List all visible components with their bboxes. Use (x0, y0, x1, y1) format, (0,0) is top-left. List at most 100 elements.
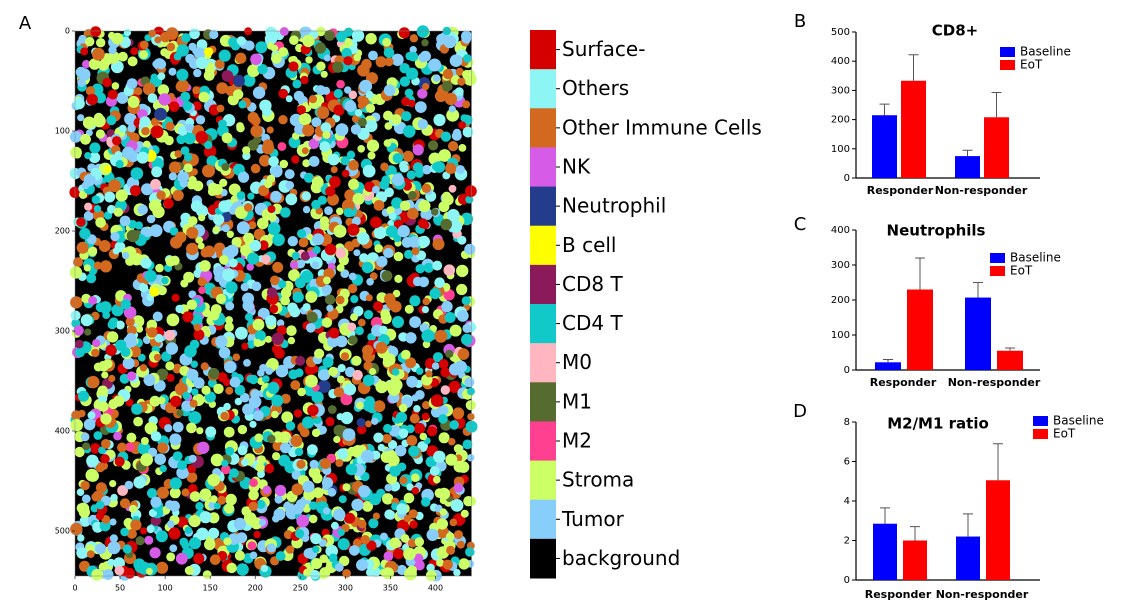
legend-label: Baseline (1020, 45, 1071, 59)
cell (146, 327, 158, 338)
x-tick-label: Responder (865, 588, 932, 600)
cell (113, 431, 122, 441)
cell (348, 178, 360, 190)
cell (98, 240, 111, 252)
x-tick-label: 0 (72, 584, 77, 593)
cell (465, 547, 475, 557)
cell (127, 124, 136, 133)
cell (411, 473, 420, 483)
cell (169, 477, 182, 490)
bar (903, 540, 927, 580)
cell (404, 304, 414, 314)
cell (78, 190, 88, 199)
cell (126, 325, 137, 336)
cell (92, 47, 105, 61)
cell (102, 569, 114, 580)
cell (298, 112, 312, 126)
cell (322, 356, 334, 368)
cell (124, 112, 137, 126)
cell (200, 362, 209, 371)
cell (454, 87, 464, 96)
cell (340, 352, 350, 361)
cell (100, 413, 112, 425)
cell (114, 456, 125, 467)
cell (150, 73, 158, 81)
cell (267, 381, 280, 394)
cell (380, 162, 389, 172)
cell (70, 418, 83, 432)
error-bar (883, 359, 893, 363)
cell (166, 552, 176, 562)
cell (301, 147, 309, 155)
cell (202, 164, 215, 178)
y-tick-label: 100 (55, 127, 70, 136)
cell (347, 223, 360, 236)
cell (99, 260, 112, 273)
cell (122, 357, 135, 370)
cell (393, 251, 404, 262)
cell (417, 88, 428, 99)
cell (405, 357, 417, 369)
cell (406, 375, 418, 388)
cell (209, 29, 219, 40)
cell (391, 197, 403, 209)
cell (409, 46, 417, 54)
cell (168, 500, 180, 512)
cell (77, 68, 91, 81)
cell (371, 417, 379, 425)
cell (216, 293, 227, 304)
cell (154, 36, 162, 44)
cell (243, 359, 251, 367)
cell (436, 518, 448, 530)
cell (379, 179, 390, 190)
cell (407, 207, 419, 220)
cell (333, 387, 345, 398)
cell (240, 392, 250, 403)
error-bar (991, 91, 1002, 118)
cell (372, 512, 380, 520)
x-tick-label: 300 (338, 584, 353, 593)
cell (218, 119, 227, 129)
cell (249, 551, 258, 560)
cell (177, 125, 188, 136)
cell (86, 550, 95, 558)
cell (319, 554, 329, 563)
cell (172, 421, 184, 433)
cell (443, 289, 455, 301)
cell (75, 339, 84, 349)
cell (264, 463, 275, 474)
cell (271, 332, 284, 345)
cell (320, 122, 332, 133)
cell (341, 199, 355, 213)
cell (185, 123, 194, 132)
cell (291, 470, 301, 480)
cell (165, 256, 176, 267)
cell (344, 37, 353, 46)
cell (340, 393, 353, 406)
cell (208, 182, 219, 193)
cell (140, 257, 152, 269)
cell (262, 375, 270, 383)
panel-label: B (794, 11, 806, 32)
cell (302, 416, 315, 429)
cell (443, 264, 456, 277)
cell (292, 79, 302, 89)
cell (290, 380, 301, 391)
legend-label: Neutrophil (562, 194, 666, 218)
y-tick-label: 200 (55, 227, 70, 236)
cell (107, 558, 115, 567)
cell (327, 153, 340, 166)
cell (217, 495, 227, 505)
cell (86, 93, 98, 106)
bar (907, 289, 933, 370)
legend-swatch (1033, 416, 1048, 426)
cell (80, 314, 93, 327)
cell (296, 459, 306, 469)
cell (215, 335, 228, 348)
cell (272, 233, 285, 247)
cell (448, 184, 457, 193)
cell (324, 243, 337, 256)
cell (449, 518, 458, 527)
cell (210, 495, 218, 503)
cell (139, 364, 148, 372)
